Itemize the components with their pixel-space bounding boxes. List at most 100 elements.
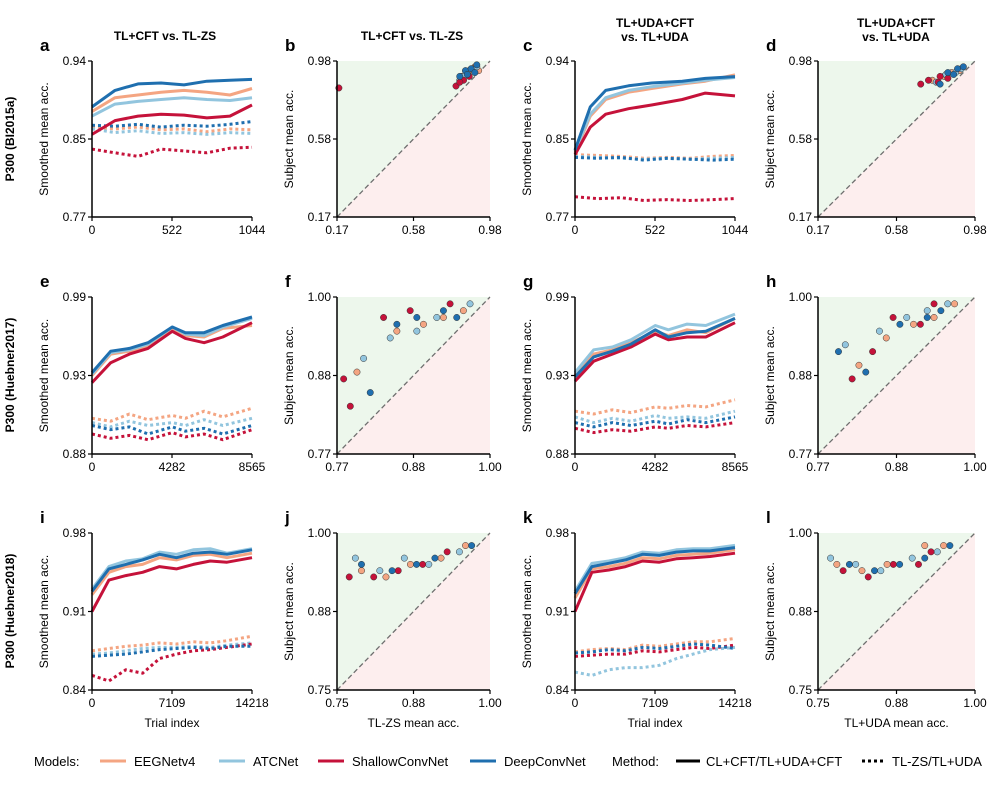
x-tick-label: 0.17	[806, 223, 830, 237]
y-axis-label: Smoothed mean acc.	[520, 82, 534, 195]
x-tick-label: 0	[572, 223, 579, 237]
x-tick-label: 0.88	[885, 460, 909, 474]
line-deepconvnet-solid	[90, 315, 253, 374]
point-deepconvnet	[923, 314, 931, 321]
line-eegnetv4-dotted	[574, 636, 736, 654]
y-tick-label: 0.58	[789, 132, 813, 146]
line-shallowconvnet-solid	[573, 91, 736, 156]
line-eegnetv4-solid	[90, 551, 253, 596]
x-tick-label: 522	[645, 223, 665, 237]
x-tick-label: 0.58	[402, 223, 426, 237]
point-deepconvnet	[936, 80, 944, 88]
point-eegnetv4	[382, 573, 390, 581]
x-tick-label: 0.75	[325, 696, 349, 710]
point-shallowconvnet	[340, 375, 348, 383]
x-tick-label: 0.98	[478, 223, 502, 237]
y-axis-label: Subject mean acc.	[763, 562, 777, 661]
x-tick-label: 1044	[239, 223, 266, 237]
identity-line	[336, 296, 491, 455]
point-shallowconvnet	[944, 74, 952, 82]
y-axis-label: Subject mean acc.	[763, 326, 777, 425]
point-shallowconvnet	[443, 548, 451, 556]
row-label-1: P300 (BI2015a)	[3, 97, 17, 182]
point-shallowconvnet	[394, 567, 402, 575]
y-axis-label: Smoothed mean acc.	[37, 319, 51, 432]
point-shallowconvnet	[917, 80, 925, 88]
x-tick-label: 0.75	[806, 696, 830, 710]
panel-c: 0 522 1044 0.77 0.85 0.94 Smoothed mean acc. c	[520, 36, 749, 237]
y-tick-label: 1.00	[789, 526, 813, 540]
panel-j: 0.75 0.88 1.00 0.75 0.88 1.00 Subject mean acc…	[282, 508, 502, 730]
line-deepconvnet-dotted	[574, 642, 736, 655]
point-deepconvnet	[366, 389, 374, 397]
point-atcnet	[841, 341, 849, 349]
panel-letter: k	[523, 508, 533, 527]
identity-line	[336, 60, 491, 218]
x-tick-label: 1.00	[963, 696, 987, 710]
line-deepconvnet-solid	[573, 546, 736, 595]
point-atcnet	[433, 314, 441, 321]
y-tick-label: 0.75	[789, 683, 813, 697]
point-eegnetv4	[439, 314, 447, 321]
point-shallowconvnet	[370, 573, 378, 581]
point-eegnetv4	[353, 368, 361, 376]
panel-d: 0.17 0.58 0.98 0.17 0.58 0.98 Subject mean acc…	[763, 36, 987, 237]
panel-g: 0 4282 8565 0.88 0.93 0.99 Smoothed mean acc. g	[520, 272, 749, 474]
point-eegnetv4	[951, 300, 958, 308]
x-axis-label: TL-ZS mean acc.	[367, 716, 459, 730]
line-eegnetv4-dotted	[574, 398, 736, 416]
y-tick-label: 0.91	[546, 605, 570, 619]
x-tick-label: 1044	[722, 223, 749, 237]
line-deepconvnet-solid	[91, 77, 253, 109]
point-shallowconvnet	[446, 300, 454, 308]
panel-b: 0.17 0.58 0.98 0.17 0.58 0.98 Subject mean acc…	[282, 36, 502, 237]
y-tick-label: 1.00	[308, 290, 332, 304]
legend-models-label: Models:	[34, 754, 80, 769]
line-atcnet-dotted	[574, 645, 736, 677]
line-atcnet-dotted	[574, 409, 736, 425]
y-tick-label: 0.85	[546, 132, 570, 146]
panel-k: 0 7109 14218 0.84 0.91 0.98 Smoothed mean acc.…	[520, 508, 752, 730]
x-tick-label: 1.00	[963, 460, 987, 474]
line-shallowconvnet-solid	[90, 321, 253, 384]
line-deepconvnet-solid	[573, 317, 736, 378]
y-tick-label: 0.88	[63, 447, 87, 461]
point-shallowconvnet	[925, 76, 932, 84]
y-tick-label: 0.77	[308, 447, 332, 461]
point-deepconvnet	[463, 71, 471, 78]
line-atcnet-dotted	[91, 416, 253, 429]
x-tick-label: 0	[572, 696, 579, 710]
y-axis-label: Smoothed mean acc.	[37, 555, 51, 668]
point-eegnetv4	[406, 560, 414, 568]
y-axis-label: Subject mean acc.	[282, 562, 296, 661]
legend-method-label: Method:	[612, 754, 659, 769]
point-atcnet	[944, 300, 952, 308]
legend-solid: CL+CFT/TL+UDA+CFT	[706, 754, 842, 769]
panel-f: 0.77 0.88 1.00 0.77 0.88 1.00 Subject mean acc…	[282, 272, 502, 474]
point-deepconvnet	[944, 69, 952, 77]
point-eegnetv4	[940, 542, 948, 550]
identity-line	[817, 532, 976, 691]
point-deepconvnet	[845, 560, 853, 568]
point-atcnet	[827, 554, 835, 562]
point-deepconvnet	[456, 72, 464, 80]
row-label-3: P300 (Huebner2018)	[3, 554, 17, 669]
point-shallowconvnet	[406, 307, 414, 315]
line-deepconvnet-dotted	[91, 644, 252, 658]
x-tick-label: 14218	[718, 696, 752, 710]
point-atcnet	[908, 554, 916, 562]
point-eegnetv4	[855, 361, 863, 369]
point-atcnet	[376, 567, 384, 575]
y-tick-label: 0.58	[308, 132, 332, 146]
point-eegnetv4	[930, 314, 938, 321]
point-deepconvnet	[871, 567, 878, 575]
y-tick-label: 0.98	[308, 54, 332, 68]
legend-shallow: ShallowConvNet	[352, 754, 448, 769]
point-deepconvnet	[388, 567, 396, 575]
panel-letter: f	[285, 272, 291, 291]
point-deepconvnet	[896, 560, 904, 568]
line-deepconvnet-solid	[90, 548, 253, 593]
y-tick-label: 0.99	[546, 290, 570, 304]
line-eegnetv4-dotted	[91, 406, 253, 423]
point-shallowconvnet	[848, 375, 856, 383]
